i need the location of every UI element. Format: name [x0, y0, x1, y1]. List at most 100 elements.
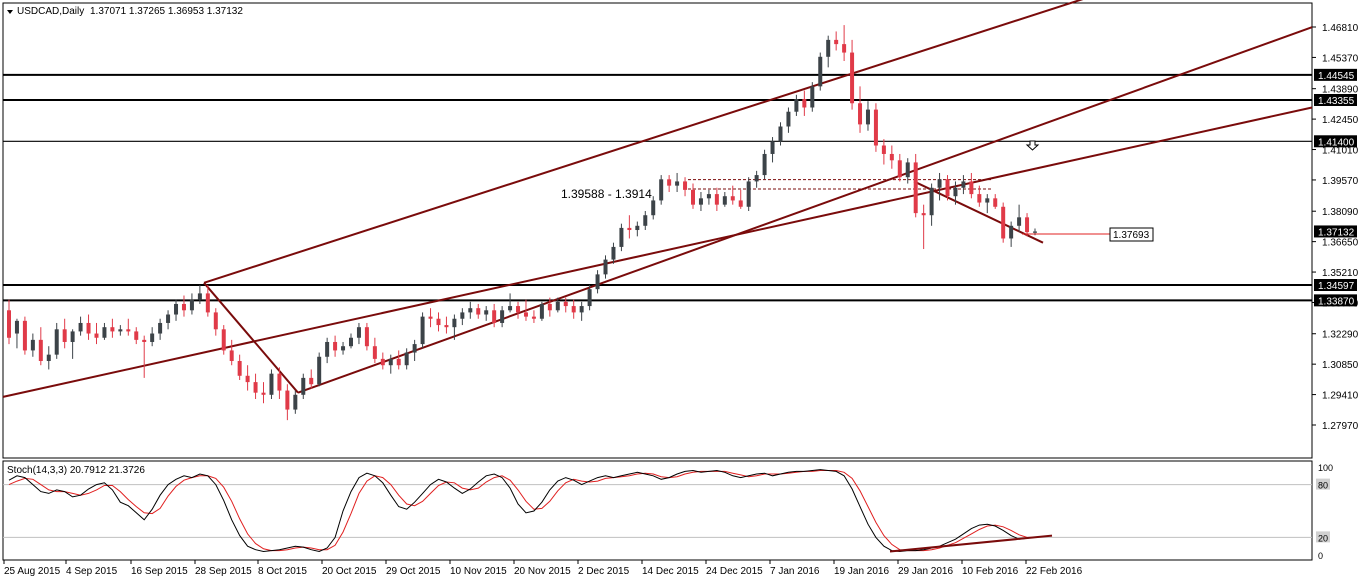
candle-body: [1001, 206, 1006, 239]
chevron-down-icon[interactable]: [7, 10, 13, 14]
candle-body: [977, 194, 982, 203]
candle-body: [985, 198, 990, 203]
candle-body: [229, 350, 234, 361]
candle-body: [921, 213, 926, 216]
channel-line[interactable]: [2, 106, 1313, 398]
price-tag[interactable]: 1.37693: [1022, 227, 1154, 242]
candle-body: [349, 337, 353, 347]
chart-header: USDCAD,Daily 1.37071 1.37265 1.36953 1.3…: [7, 6, 243, 17]
candle-body: [683, 181, 688, 190]
candle-body: [341, 346, 346, 351]
candle-body: [126, 329, 131, 332]
candle-body: [786, 111, 791, 127]
level-tag-label: 1.34597: [1318, 281, 1355, 292]
date-label: 14 Dec 2015: [642, 566, 699, 577]
stochastic-signal-line: [8, 470, 1035, 552]
candle-body: [356, 327, 361, 338]
price-tick-label: 1.41010: [1322, 146, 1358, 157]
candle-body: [1017, 217, 1022, 226]
candle-body: [675, 181, 680, 186]
symbol-label: USDCAD,Daily: [17, 6, 84, 17]
stochastic-level-box: [1316, 478, 1330, 490]
candle-body: [937, 179, 942, 188]
down-arrow-icon: [1025, 140, 1040, 151]
price-tag-box: [1109, 227, 1154, 242]
candle-body: [643, 215, 648, 226]
date-label: 28 Sep 2015: [195, 566, 252, 577]
candle-body: [1033, 231, 1037, 233]
candle-body: [325, 341, 330, 357]
candlestick-series: [7, 25, 1037, 421]
candle-body: [460, 312, 465, 319]
candle-body: [810, 86, 815, 108]
candle-body: [627, 227, 632, 231]
candle-body: [826, 39, 831, 57]
channel-line[interactable]: [913, 180, 1044, 244]
candle-body: [555, 301, 560, 311]
candle-body: [158, 322, 163, 334]
price-tick-label: 1.32290: [1322, 330, 1358, 341]
date-label: 20 Oct 2015: [322, 566, 377, 577]
candle-body: [492, 310, 497, 323]
candle-body: [62, 329, 67, 342]
price-tick-label: 1.38090: [1322, 207, 1358, 218]
stochastic-divergence-line[interactable]: [889, 534, 1053, 553]
price-tick-label: 1.29410: [1322, 391, 1358, 402]
candle-body: [873, 109, 878, 146]
level-tag-box: [1314, 279, 1357, 292]
stochastic-level-label: 80: [1318, 481, 1328, 491]
channel-line[interactable]: [203, 0, 1107, 284]
candle-body: [619, 227, 624, 247]
candle-body: [269, 373, 274, 395]
stochastic-lines: [8, 469, 1053, 553]
candle-body: [102, 327, 107, 338]
candle-body: [500, 310, 505, 323]
candle-body: [396, 358, 401, 366]
candle-body: [1009, 225, 1014, 239]
price-tick-label: 1.42450: [1322, 115, 1358, 126]
horizontal-levels[interactable]: [3, 73, 1312, 302]
candle-body: [166, 314, 171, 323]
stochastic-level-label: 100: [1318, 463, 1333, 473]
candle-body: [285, 390, 290, 410]
channel-line[interactable]: [297, 26, 1313, 394]
stochastic-level-label: 0: [1318, 551, 1323, 561]
candle-body: [539, 303, 544, 319]
stochastic-level-box: [1316, 531, 1330, 543]
level-tag-label: 1.33870: [1318, 296, 1355, 307]
candle-body: [174, 303, 179, 315]
candle-body: [834, 39, 839, 45]
level-tag-label: 1.41400: [1318, 137, 1355, 148]
candle-body: [714, 194, 719, 205]
resistance-zone[interactable]: [688, 179, 993, 190]
candle-body: [150, 333, 155, 342]
candle-body: [762, 153, 767, 176]
candle-body: [412, 344, 417, 353]
price-axis-tags: 1.44545 1.43355 1.41400 1.34597 1.33870 1.371…: [1314, 68, 1357, 307]
candle-body: [587, 289, 592, 307]
candle-body: [794, 99, 799, 112]
trend-channel[interactable]: [2, 0, 1313, 398]
candle-body: [691, 189, 695, 205]
stochastic-main-line: [8, 469, 1036, 553]
candle-body: [14, 320, 19, 334]
candle-body: [611, 246, 616, 260]
date-label: 2 Dec 2015: [578, 566, 630, 577]
price-tick-label: 1.27970: [1322, 421, 1358, 432]
candle-body: [563, 301, 568, 307]
candle-body: [523, 312, 528, 317]
candle-body: [253, 382, 258, 393]
candle-body: [301, 377, 306, 395]
candle-body: [929, 187, 934, 216]
date-label: 19 Jan 2016: [834, 566, 889, 577]
candle-body: [197, 293, 202, 300]
candle-body: [818, 56, 823, 87]
channel-line[interactable]: [203, 282, 299, 394]
candle-body: [213, 312, 218, 330]
candle-body: [94, 333, 99, 338]
candle-body: [969, 181, 974, 195]
candle-body: [730, 196, 735, 201]
price-tick-label: 1.36650: [1322, 238, 1358, 249]
